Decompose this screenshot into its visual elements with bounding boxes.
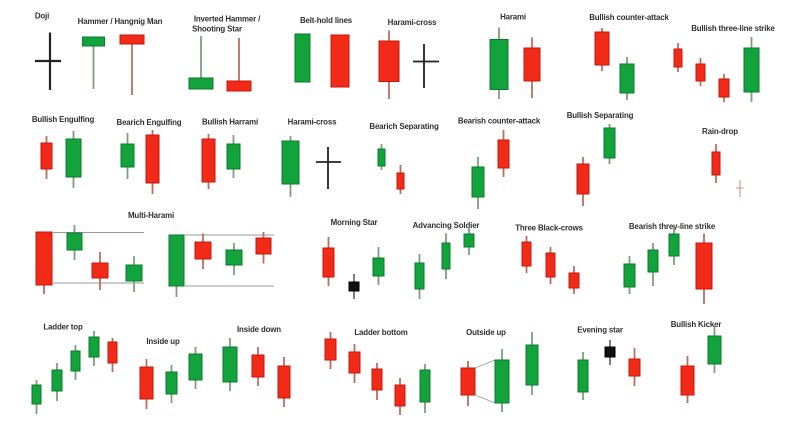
svg-text:Rain-drop: Rain-drop: [702, 127, 738, 136]
svg-text:Bullish three-line strike: Bullish three-line strike: [691, 24, 775, 33]
svg-text:Multi-Harami: Multi-Harami: [128, 211, 174, 220]
svg-text:Hammer / Hangnig Man: Hammer / Hangnig Man: [78, 17, 163, 26]
svg-text:Bearich Separating: Bearich Separating: [369, 122, 439, 131]
svg-text:Belt-hold lines: Belt-hold lines: [300, 16, 353, 25]
svg-text:Morning Star: Morning Star: [331, 218, 378, 227]
svg-text:Inside up: Inside up: [146, 337, 180, 346]
svg-text:Outside up: Outside up: [466, 328, 506, 337]
svg-text:Harami: Harami: [500, 13, 526, 22]
svg-text:Bearich Engulfing: Bearich Engulfing: [117, 118, 182, 127]
svg-text:Bullish Engulfing: Bullish Engulfing: [32, 115, 95, 124]
svg-text:Harami-cross: Harami-cross: [388, 18, 437, 27]
svg-text:Bearish threy-line strike: Bearish threy-line strike: [629, 222, 716, 231]
svg-text:Bullish Kicker: Bullish Kicker: [671, 320, 722, 329]
svg-text:Evening star: Evening star: [577, 326, 623, 335]
svg-text:Advancing Soldier: Advancing Soldier: [413, 221, 480, 230]
svg-text:Bullish Harrami: Bullish Harrami: [202, 118, 258, 127]
svg-text:Ladder top: Ladder top: [43, 323, 83, 332]
svg-text:Three Black-crows: Three Black-crows: [515, 224, 583, 233]
svg-text:Doji: Doji: [35, 12, 49, 21]
svg-text:Bearish counter-attack: Bearish counter-attack: [458, 117, 541, 126]
svg-text:Bullish counter-attack: Bullish counter-attack: [589, 13, 669, 22]
svg-text:Inverted Hammer /: Inverted Hammer /: [194, 15, 261, 24]
svg-text:Harami-cross: Harami-cross: [288, 118, 337, 127]
svg-text:Ladder bottom: Ladder bottom: [354, 328, 407, 337]
svg-text:Bullish Separating: Bullish Separating: [567, 111, 634, 120]
svg-text:Inside down: Inside down: [237, 325, 281, 334]
svg-text:Shooting Star: Shooting Star: [192, 25, 242, 34]
